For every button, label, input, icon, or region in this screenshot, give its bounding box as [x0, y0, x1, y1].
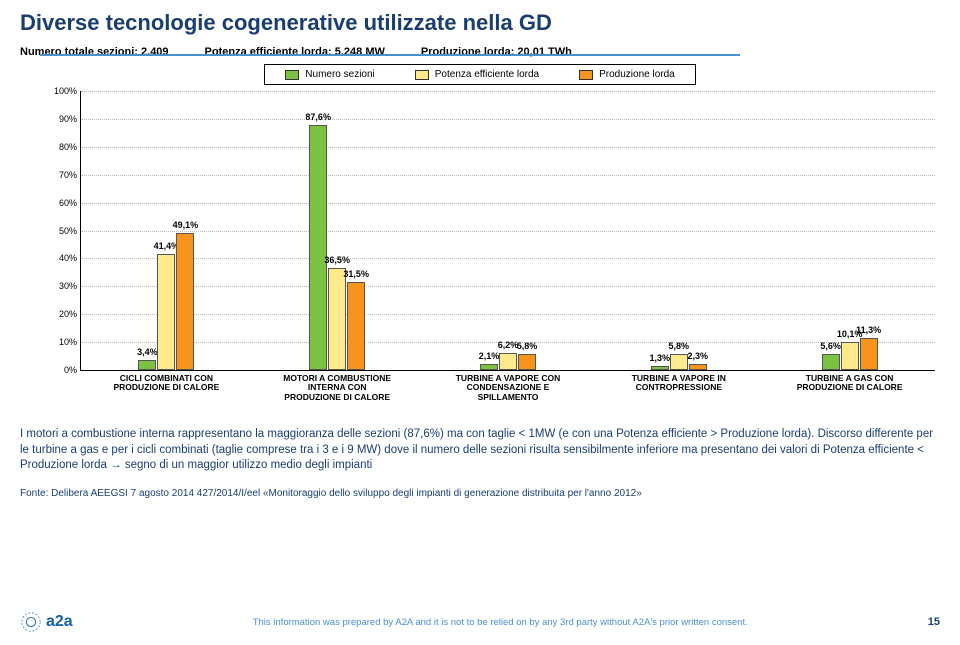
bar-group: 87,6%36,5%31,5%: [309, 125, 365, 370]
bar: 3,4%: [138, 360, 156, 370]
bar-value-label: 5,8%: [669, 341, 690, 351]
grid-line: [81, 231, 935, 232]
grid-line: [81, 258, 935, 259]
legend-swatch: [415, 70, 429, 80]
page-title: Diverse tecnologie cogenerative utilizza…: [20, 10, 940, 36]
bar: 41,4%: [157, 254, 175, 370]
grid-line: [81, 314, 935, 315]
bar: 10,1%: [841, 342, 859, 370]
bar: 87,6%: [309, 125, 327, 370]
bar-value-label: 3,4%: [137, 347, 158, 357]
grid-line: [81, 119, 935, 120]
grid-line: [81, 175, 935, 176]
logo: a2a: [20, 611, 73, 633]
x-tick-label: MOTORI A COMBUSTIONEINTERNA CONPRODUZION…: [262, 370, 412, 402]
legend-item: Potenza efficiente lorda: [415, 69, 539, 80]
bar: 31,5%: [347, 282, 365, 370]
bar-chart: 0%10%20%30%40%50%60%70%80%90%100%3,4%41,…: [50, 91, 935, 411]
y-tick-label: 0%: [51, 365, 77, 375]
y-tick-label: 70%: [51, 170, 77, 180]
bar-value-label: 5,6%: [820, 341, 841, 351]
bar: 5,6%: [822, 354, 840, 370]
y-tick-label: 100%: [51, 86, 77, 96]
legend-label: Numero sezioni: [305, 69, 374, 80]
y-tick-label: 50%: [51, 226, 77, 236]
bar: 5,8%: [670, 354, 688, 370]
logo-icon: [20, 611, 42, 633]
bar: 49,1%: [176, 233, 194, 370]
bar-value-label: 41,4%: [154, 241, 180, 251]
legend-item: Produzione lorda: [579, 69, 675, 80]
bar-group: 5,6%10,1%11,3%: [822, 338, 878, 370]
x-tick-label: TURBINE A GAS CONPRODUZIONE DI CALORE: [775, 370, 925, 393]
stats-row: Numero totale sezioni: 2.409 Potenza eff…: [20, 46, 940, 58]
x-tick-label: TURBINE A VAPORE CONCONDENSAZIONE ESPILL…: [433, 370, 583, 402]
grid-line: [81, 147, 935, 148]
bar-value-label: 5,8%: [517, 341, 538, 351]
bar-value-label: 36,5%: [324, 255, 350, 265]
legend-swatch: [579, 70, 593, 80]
y-tick-label: 60%: [51, 198, 77, 208]
legend-swatch: [285, 70, 299, 80]
grid-line: [81, 203, 935, 204]
footer: a2a This information was prepared by A2A…: [20, 611, 940, 633]
bar-value-label: 6,2%: [498, 340, 519, 350]
bar-value-label: 2,3%: [688, 351, 709, 361]
legend-label: Potenza efficiente lorda: [435, 69, 539, 80]
stat-produzione: Produzione lorda: 20,01 TWh: [421, 46, 572, 58]
x-tick-label: TURBINE A VAPORE INCONTROPRESSIONE: [604, 370, 754, 393]
legend-item: Numero sezioni: [285, 69, 374, 80]
legend-box: Numero sezioni Potenza efficiente lorda Pr…: [264, 64, 695, 85]
bar-value-label: 11,3%: [856, 325, 881, 335]
plot-area: 0%10%20%30%40%50%60%70%80%90%100%3,4%41,…: [80, 91, 935, 371]
y-tick-label: 20%: [51, 309, 77, 319]
legend-label: Produzione lorda: [599, 69, 675, 80]
bar: 5,8%: [518, 354, 536, 370]
disclaimer: This information was prepared by A2A and…: [253, 617, 748, 628]
y-tick-label: 10%: [51, 337, 77, 347]
bar-value-label: 2,1%: [479, 351, 500, 361]
bar-group: 1,3%5,8%2,3%: [651, 354, 707, 370]
grid-line: [81, 91, 935, 92]
legend-container: Numero sezioni Potenza efficiente lorda Pr…: [20, 64, 940, 91]
y-tick-label: 90%: [51, 114, 77, 124]
bar-value-label: 87,6%: [305, 112, 331, 122]
logo-text: a2a: [46, 613, 73, 631]
bar-group: 2,1%6,2%5,8%: [480, 353, 536, 370]
stat-potenza: Potenza efficiente lorda: 5.248 MW: [205, 46, 385, 58]
bar-value-label: 31,5%: [343, 269, 369, 279]
x-tick-label: CICLI COMBINATI CONPRODUZIONE DI CALORE: [91, 370, 241, 393]
y-tick-label: 40%: [51, 253, 77, 263]
stat-sezioni: Numero totale sezioni: 2.409: [20, 46, 169, 58]
bar: 36,5%: [328, 268, 346, 370]
grid-line: [81, 286, 935, 287]
y-tick-label: 80%: [51, 142, 77, 152]
source-note: Fonte: Delibera AEEGSI 7 agosto 2014 427…: [20, 488, 940, 499]
bar-value-label: 1,3%: [650, 353, 671, 363]
bar-group: 3,4%41,4%49,1%: [138, 233, 194, 370]
bar-value-label: 49,1%: [173, 220, 199, 230]
body-text: I motori a combustione interna rappresen…: [20, 427, 940, 474]
y-tick-label: 30%: [51, 281, 77, 291]
page-number: 15: [928, 616, 940, 628]
bar: 6,2%: [499, 353, 517, 370]
bar: 11,3%: [860, 338, 878, 370]
accent-line: [40, 54, 740, 56]
